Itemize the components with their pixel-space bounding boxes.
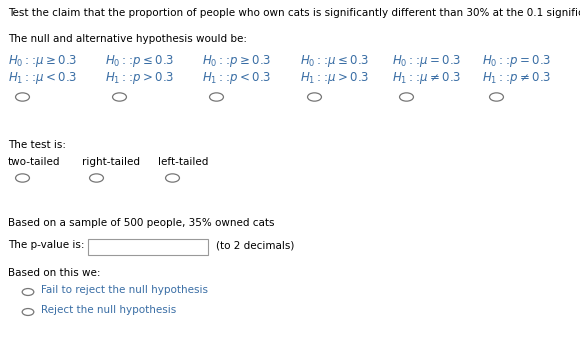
Text: Reject the null hypothesis: Reject the null hypothesis <box>41 305 176 315</box>
Text: $H_0:\!:\!p \geq 0.3$: $H_0:\!:\!p \geq 0.3$ <box>202 53 271 69</box>
Text: $H_1:\!:\!\mu \neq 0.3$: $H_1:\!:\!\mu \neq 0.3$ <box>392 70 461 86</box>
Text: $H_1:\!:\!p > 0.3$: $H_1:\!:\!p > 0.3$ <box>105 70 174 86</box>
Text: $H_1:\!:\!p < 0.3$: $H_1:\!:\!p < 0.3$ <box>202 70 271 86</box>
Text: $H_0:\!:\!\mu \leq 0.3$: $H_0:\!:\!\mu \leq 0.3$ <box>300 53 369 69</box>
Text: two-tailed: two-tailed <box>8 157 60 167</box>
Text: $H_1:\!:\!\mu > 0.3$: $H_1:\!:\!\mu > 0.3$ <box>300 70 369 86</box>
Text: $H_1:\!:\!p \neq 0.3$: $H_1:\!:\!p \neq 0.3$ <box>482 70 551 86</box>
Text: The p-value is:: The p-value is: <box>8 240 85 250</box>
Text: Test the claim that the proportion of people who own cats is significantly diffe: Test the claim that the proportion of pe… <box>8 8 580 18</box>
Text: $H_0:\!:\!p = 0.3$: $H_0:\!:\!p = 0.3$ <box>482 53 551 69</box>
Text: $H_0:\!:\!p \leq 0.3$: $H_0:\!:\!p \leq 0.3$ <box>105 53 174 69</box>
Text: $H_0:\!:\!\mu = 0.3$: $H_0:\!:\!\mu = 0.3$ <box>392 53 461 69</box>
Text: The test is:: The test is: <box>8 140 66 150</box>
Text: left-tailed: left-tailed <box>158 157 208 167</box>
Text: The null and alternative hypothesis would be:: The null and alternative hypothesis woul… <box>8 34 247 44</box>
Text: right-tailed: right-tailed <box>82 157 140 167</box>
Text: $H_1:\!:\!\mu < 0.3$: $H_1:\!:\!\mu < 0.3$ <box>8 70 77 86</box>
Text: (to 2 decimals): (to 2 decimals) <box>216 240 295 250</box>
Text: Based on this we:: Based on this we: <box>8 268 100 278</box>
Text: Based on a sample of 500 people, 35% owned cats: Based on a sample of 500 people, 35% own… <box>8 218 274 228</box>
FancyBboxPatch shape <box>88 239 208 255</box>
Text: Fail to reject the null hypothesis: Fail to reject the null hypothesis <box>41 285 208 295</box>
Text: $H_0:\!:\!\mu \geq 0.3$: $H_0:\!:\!\mu \geq 0.3$ <box>8 53 77 69</box>
